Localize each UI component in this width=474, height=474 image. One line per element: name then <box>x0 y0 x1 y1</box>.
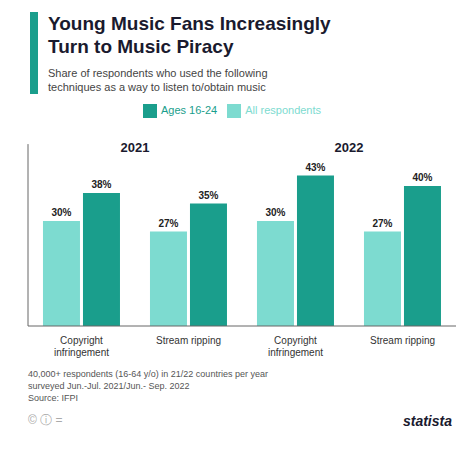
svg-text:Stream ripping: Stream ripping <box>370 335 435 346</box>
html-text:Share of respondents who used: Share of respondents who used the follow… <box>48 67 268 93</box>
svg-text:43%: 43% <box>305 162 325 173</box>
svg-text:Copyrightinfringement: Copyrightinfringement <box>268 335 323 358</box>
html-text:statista: statista <box>403 412 452 429</box>
svg-text:27%: 27% <box>158 218 178 229</box>
html-text:2022: 2022 <box>334 140 364 155</box>
html-text:Young Music Fans Increasingly: Young Music Fans Increasingly Turn to Mu… <box>48 13 331 57</box>
html-text:All respondents: All respondents <box>245 104 321 116</box>
svg-text:30%: 30% <box>265 207 285 218</box>
html-text:40,000+ respondents (16-64 y/o: 40,000+ respondents (16-64 y/o) in 21/22… <box>28 369 268 403</box>
html-text:2021: 2021 <box>120 140 150 155</box>
svg-text:Stream ripping: Stream ripping <box>156 335 221 346</box>
svg-text:30%: 30% <box>51 207 71 218</box>
svg-text:27%: 27% <box>372 218 392 229</box>
svg-text:40%: 40% <box>412 172 432 183</box>
html-text:Ages 16-24: Ages 16-24 <box>161 104 218 116</box>
svg-text:35%: 35% <box>198 190 218 201</box>
svg-text:Copyrightinfringement: Copyrightinfringement <box>54 335 109 358</box>
svg-text:38%: 38% <box>91 179 111 190</box>
